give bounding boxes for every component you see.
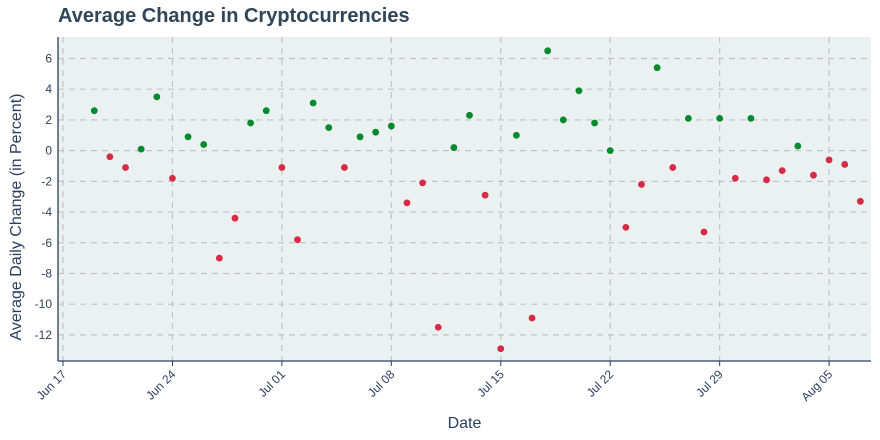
data-point	[450, 144, 458, 151]
data-point	[794, 142, 802, 150]
y-tick-label: 4	[45, 82, 52, 96]
x-tick-label: Jul 08	[365, 367, 398, 400]
x-tick-label: Jun 17	[34, 367, 70, 403]
y-tick-label: -12	[35, 328, 53, 342]
data-point	[419, 179, 426, 187]
data-point	[638, 181, 645, 188]
data-point	[856, 197, 864, 205]
y-tick-label: 0	[45, 144, 52, 158]
data-point	[825, 156, 833, 164]
data-point	[716, 114, 724, 122]
data-point	[778, 167, 786, 174]
data-point	[669, 164, 677, 171]
data-point	[90, 107, 98, 115]
data-point	[747, 114, 755, 122]
data-point	[606, 147, 614, 155]
data-point	[700, 228, 708, 236]
data-point	[684, 114, 692, 122]
data-point	[497, 345, 505, 353]
data-point	[622, 224, 630, 231]
x-tick-label: Aug 05	[798, 367, 835, 404]
chart-title: Average Change in Cryptocurrencies	[58, 5, 410, 27]
x-tick-label: Jul 15	[474, 367, 507, 400]
data-point	[434, 323, 442, 331]
data-point	[356, 133, 364, 141]
axes	[57, 37, 871, 366]
data-points	[90, 47, 864, 353]
x-tick-label: Jul 22	[584, 367, 617, 400]
data-point	[731, 174, 739, 182]
data-point	[341, 164, 348, 171]
data-point	[200, 141, 208, 148]
data-point	[325, 124, 333, 131]
data-point	[591, 119, 598, 127]
data-point	[106, 153, 114, 161]
data-point	[544, 47, 552, 55]
data-point	[653, 64, 661, 72]
data-point	[372, 128, 380, 136]
x-axis-title: Date	[448, 415, 482, 432]
y-tick-label: -2	[41, 174, 52, 188]
data-point	[247, 119, 255, 127]
data-point	[309, 99, 317, 107]
data-point	[184, 133, 192, 141]
data-point	[153, 93, 161, 101]
data-point	[387, 122, 395, 130]
y-tick-label: 6	[45, 51, 52, 65]
y-tick-label: 2	[45, 113, 52, 127]
data-point	[575, 87, 583, 95]
x-tick-label: Jul 01	[255, 367, 288, 400]
data-point	[122, 164, 129, 171]
y-tick-label: -8	[41, 266, 52, 280]
data-point	[481, 191, 489, 199]
data-point	[528, 314, 536, 322]
data-point	[278, 164, 286, 171]
data-point	[215, 254, 223, 262]
data-point	[841, 161, 849, 168]
x-tick-label: Jun 24	[143, 367, 179, 403]
data-point	[513, 131, 520, 139]
data-point	[137, 145, 145, 153]
x-tick-label: Jul 29	[693, 367, 726, 400]
data-point	[466, 111, 473, 119]
data-point	[294, 236, 301, 244]
data-point	[559, 116, 567, 124]
y-tick-label: -4	[41, 205, 52, 219]
data-point	[763, 176, 770, 184]
y-tick-label: -10	[35, 297, 53, 311]
plot-area	[58, 37, 871, 361]
grid-lines	[58, 37, 871, 361]
data-point	[169, 174, 176, 182]
data-point	[262, 107, 270, 115]
y-axis-title: Average Daily Change (in Percent)	[8, 94, 25, 341]
data-point	[810, 171, 817, 179]
y-tick-label: -6	[41, 236, 52, 250]
data-point	[231, 214, 239, 222]
data-point	[403, 199, 411, 207]
